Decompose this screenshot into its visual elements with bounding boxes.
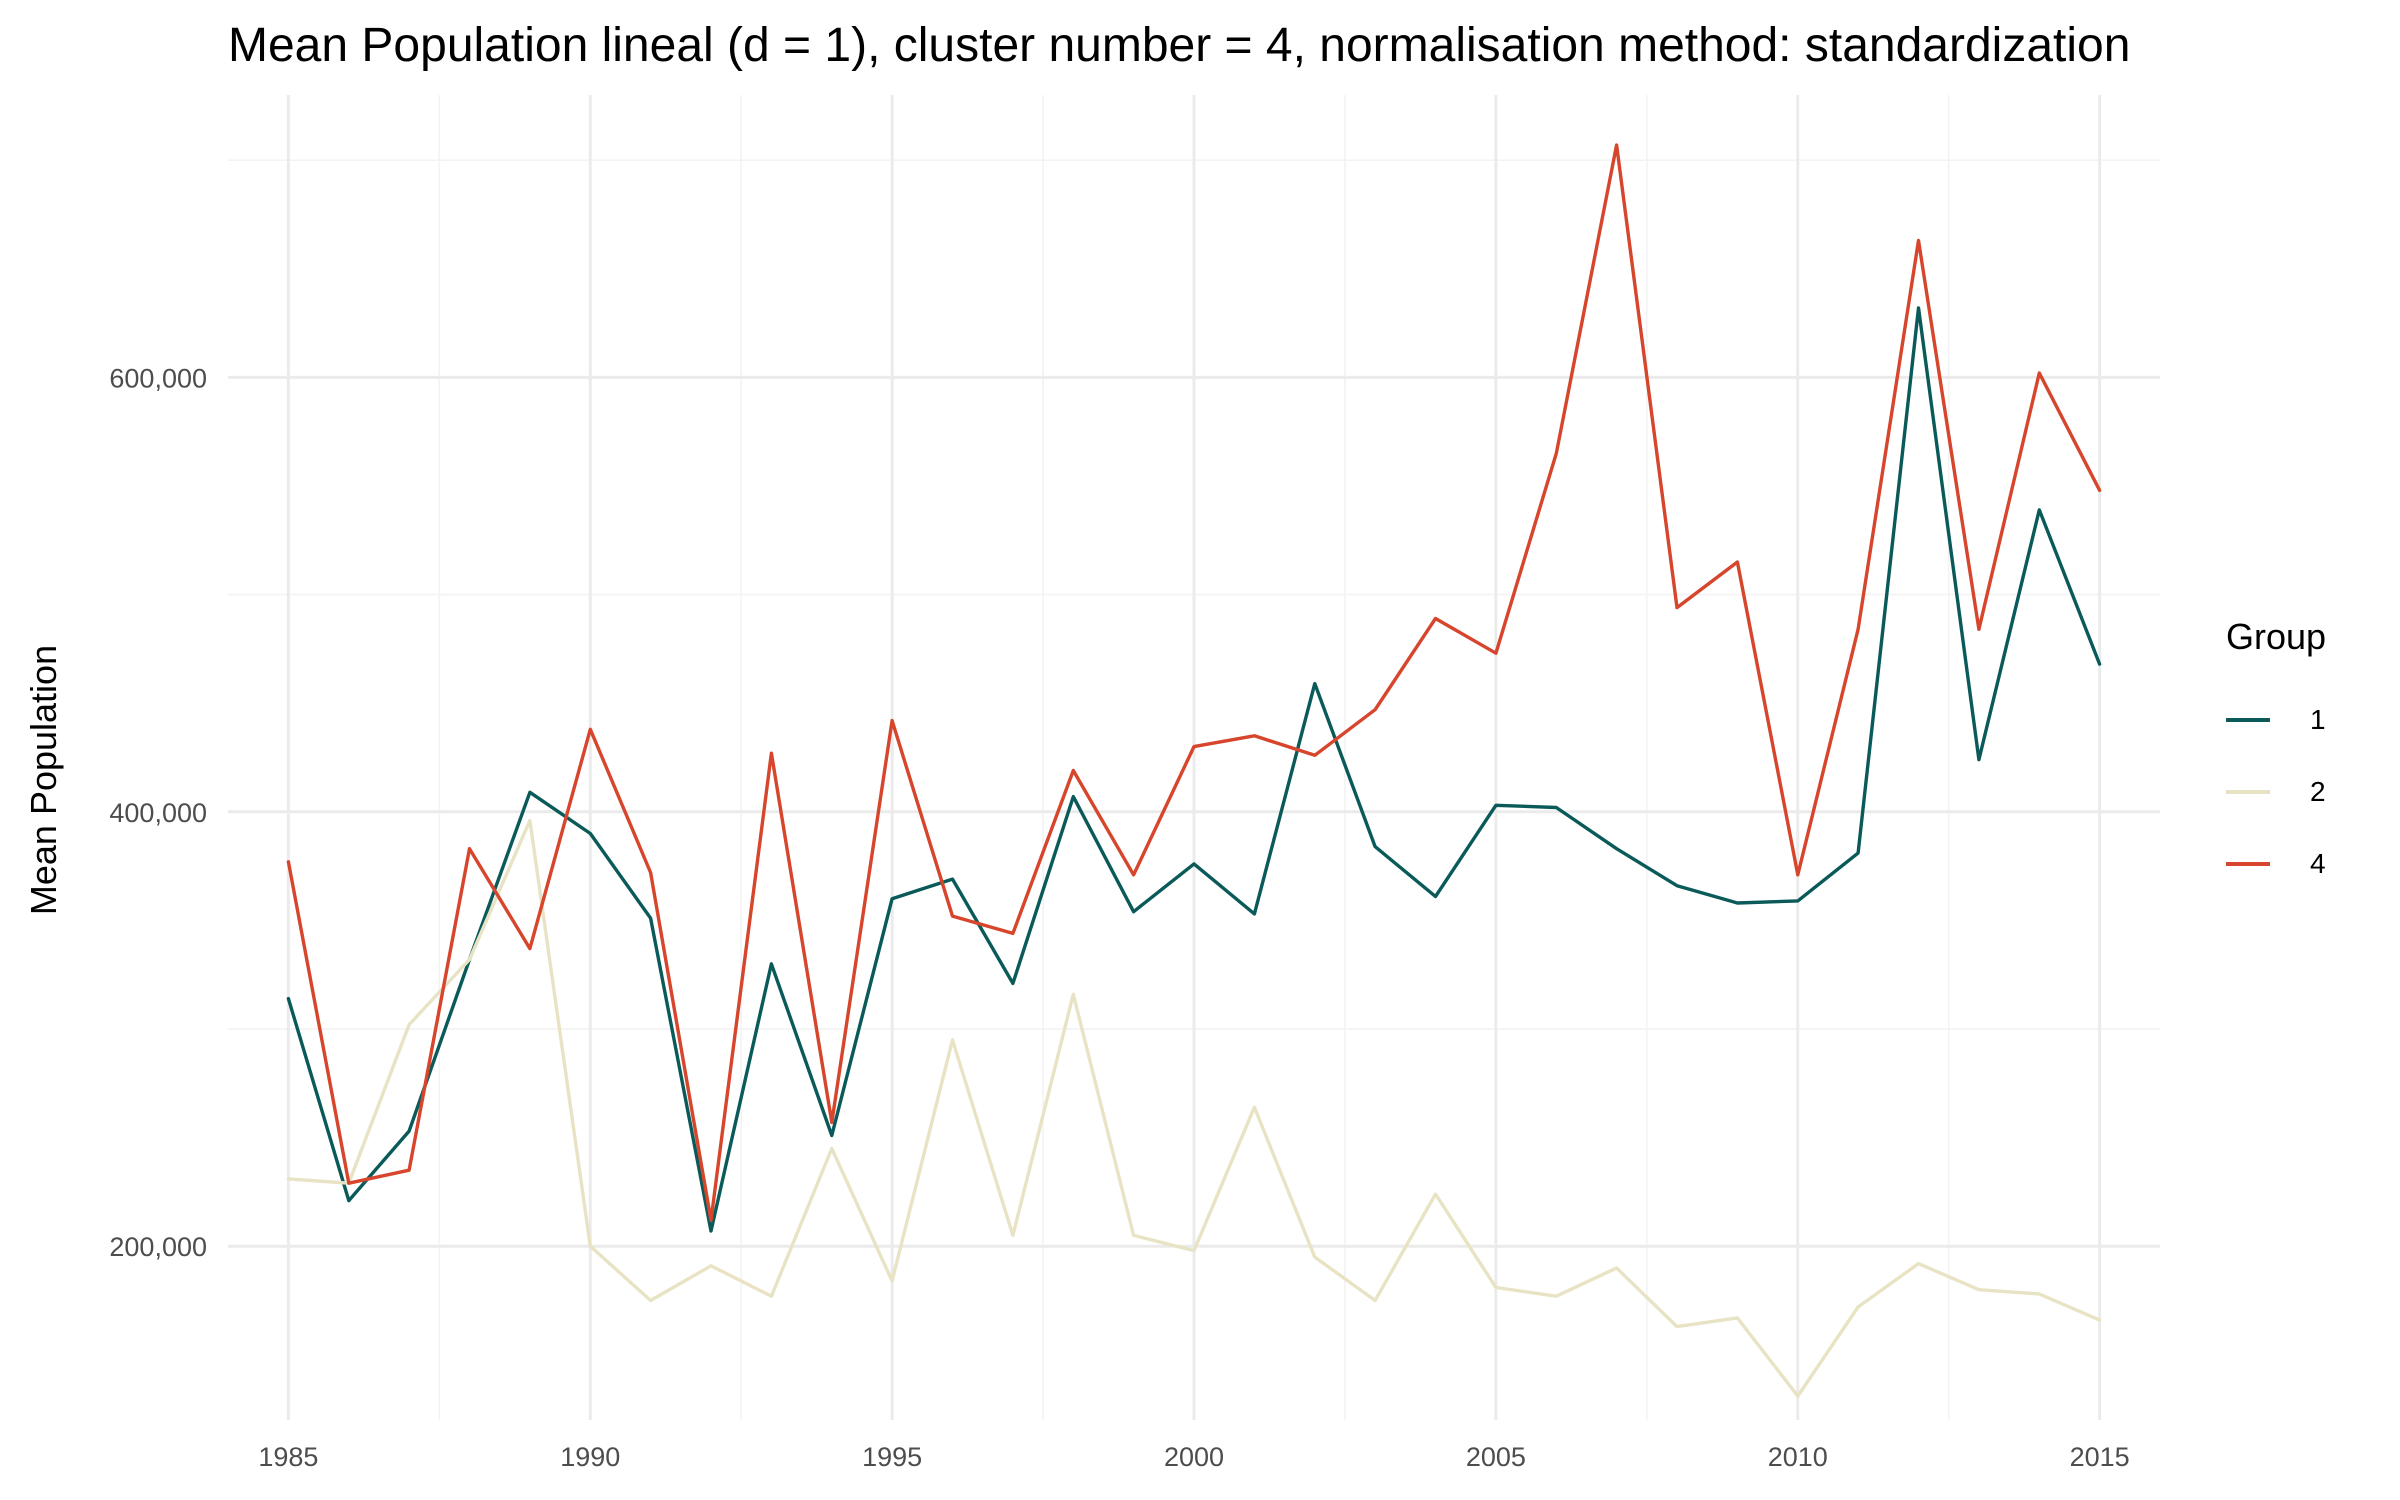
- legend-item-group-4: 4: [2226, 828, 2326, 900]
- legend-swatch: [2226, 718, 2270, 722]
- legend-item-group-2: 2: [2226, 756, 2326, 828]
- legend-swatch: [2226, 790, 2270, 794]
- legend: Group 1 2 4: [2226, 616, 2326, 900]
- x-tick-label: 1990: [560, 1442, 620, 1472]
- x-tick-label: 2015: [2070, 1442, 2130, 1472]
- series-line-group-2: [286, 818, 2102, 1398]
- grid: [228, 95, 2160, 1420]
- x-tick-label: 2005: [1466, 1442, 1526, 1472]
- legend-label: 1: [2310, 704, 2326, 735]
- y-tick-label: 400,000: [109, 798, 207, 828]
- legend-item-group-1: 1: [2226, 684, 2326, 756]
- x-tick-label: 2010: [1768, 1442, 1828, 1472]
- y-axis-ticks: 200,000 400,000 600,000: [109, 363, 207, 1262]
- legend-title: Group: [2226, 616, 2327, 657]
- series-line-group-1: [286, 306, 2102, 1233]
- x-tick-label: 1995: [862, 1442, 922, 1472]
- legend-label: 2: [2310, 776, 2326, 807]
- legend-label: 4: [2310, 848, 2326, 879]
- y-tick-label: 600,000: [109, 363, 207, 393]
- legend-items: 1 2 4: [2226, 684, 2326, 900]
- legend-swatch: [2226, 862, 2270, 866]
- x-tick-label: 1985: [258, 1442, 318, 1472]
- x-axis-ticks: 1985 1990 1995 2000 2005 2010 2015: [258, 1442, 2129, 1472]
- series-line-group-4: [286, 143, 2102, 1222]
- chart-title: Mean Population lineal (d = 1), cluster …: [228, 19, 2131, 72]
- x-tick-label: 2000: [1164, 1442, 1224, 1472]
- series-lines: [286, 143, 2102, 1398]
- y-tick-label: 200,000: [109, 1232, 207, 1262]
